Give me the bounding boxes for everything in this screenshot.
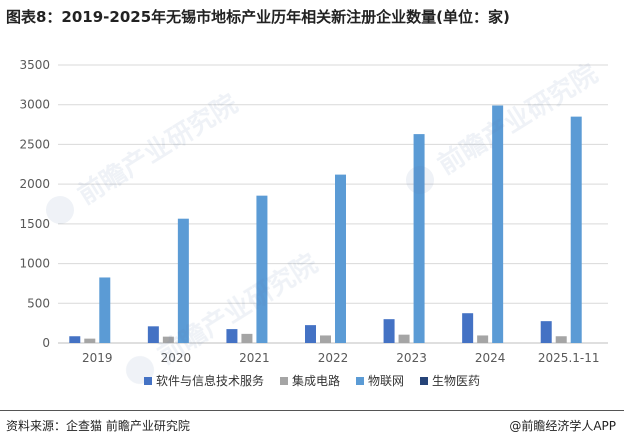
legend-label: 物联网: [368, 374, 405, 388]
y-tick-label: 1000: [19, 257, 50, 271]
bar-2020-series-1: [162, 336, 174, 343]
footer-source: 资料来源：企查猫 前瞻产业研究院: [6, 419, 190, 433]
legend-swatch: [420, 376, 429, 385]
bar-2023-series-1: [398, 334, 410, 343]
bar-2025.1-11-series-2: [570, 116, 582, 343]
legend: 软件与信息技术服务 集成电路 物联网 生物医药: [0, 372, 624, 389]
x-axis-tick-labels: 2019 2020 2021 2022 2023 2024 2025.1-11: [82, 351, 599, 365]
legend-swatch: [279, 376, 288, 385]
legend-item: 集成电路: [279, 372, 340, 389]
grid-lines: [58, 64, 608, 344]
bar-2020-series-0: [147, 326, 159, 343]
bar-2022-series-2: [335, 174, 346, 343]
legend-swatch: [143, 376, 152, 385]
x-tick-label: 2020: [161, 351, 192, 365]
x-tick-label: 2019: [82, 351, 113, 365]
legend-label: 集成电路: [291, 374, 340, 388]
footer-divider: [0, 410, 624, 411]
legend-label: 生物医药: [432, 374, 481, 388]
y-tick-label: 500: [27, 296, 50, 310]
footer-brand: @前瞻经济学人APP: [509, 419, 616, 433]
bar-2022-series-0: [305, 325, 316, 343]
bar-2021-series-1: [241, 333, 253, 343]
legend-item: 物联网: [356, 372, 404, 389]
y-tick-label: 2000: [19, 177, 50, 191]
bar-2021-series-0: [226, 329, 238, 343]
x-tick-label: 2022: [318, 351, 349, 365]
bar-2019-series-2: [99, 277, 111, 343]
x-tick-label: 2025.1-11: [538, 351, 600, 365]
y-tick-label: 1500: [19, 217, 50, 231]
y-axis-tick-labels: 0 500 1000 1500 2000 2500 3000 3500: [19, 58, 50, 350]
legend-swatch: [356, 376, 364, 385]
bar-2024-series-1: [477, 335, 489, 343]
bar-2019-series-0: [69, 336, 81, 343]
bar-2023-series-2: [413, 134, 425, 343]
x-tick-label: 2023: [396, 351, 427, 365]
legend-item: 软件与信息技术服务: [143, 372, 264, 389]
legend-item: 生物医药: [420, 372, 480, 389]
y-tick-label: 3500: [19, 58, 50, 72]
bar-chart: 0 500 1000 1500 2000 2500 3000 3500 2019 2020 202…: [19, 58, 608, 365]
bar-2019-series-1: [84, 338, 96, 343]
bar-2020-series-2: [177, 218, 189, 343]
bar-2025.1-11-series-0: [540, 321, 552, 343]
y-tick-label: 2500: [19, 137, 50, 151]
bar-2022-series-1: [320, 335, 331, 343]
bar-2023-series-0: [383, 319, 395, 343]
x-tick-label: 2024: [475, 351, 506, 365]
bar-2025.1-11-series-1: [555, 336, 567, 343]
y-tick-label: 0: [42, 336, 50, 350]
y-tick-label: 3000: [19, 98, 50, 112]
bars: [69, 105, 582, 343]
bar-2024-series-0: [462, 313, 474, 343]
chart-title: 图表8：2019-2025年无锡市地标产业历年相关新注册企业数量(单位：家): [6, 8, 510, 26]
bar-2021-series-2: [256, 195, 268, 343]
x-tick-label: 2021: [239, 351, 270, 365]
bar-2024-series-2: [492, 105, 504, 343]
legend-label: 软件与信息技术服务: [155, 374, 264, 388]
